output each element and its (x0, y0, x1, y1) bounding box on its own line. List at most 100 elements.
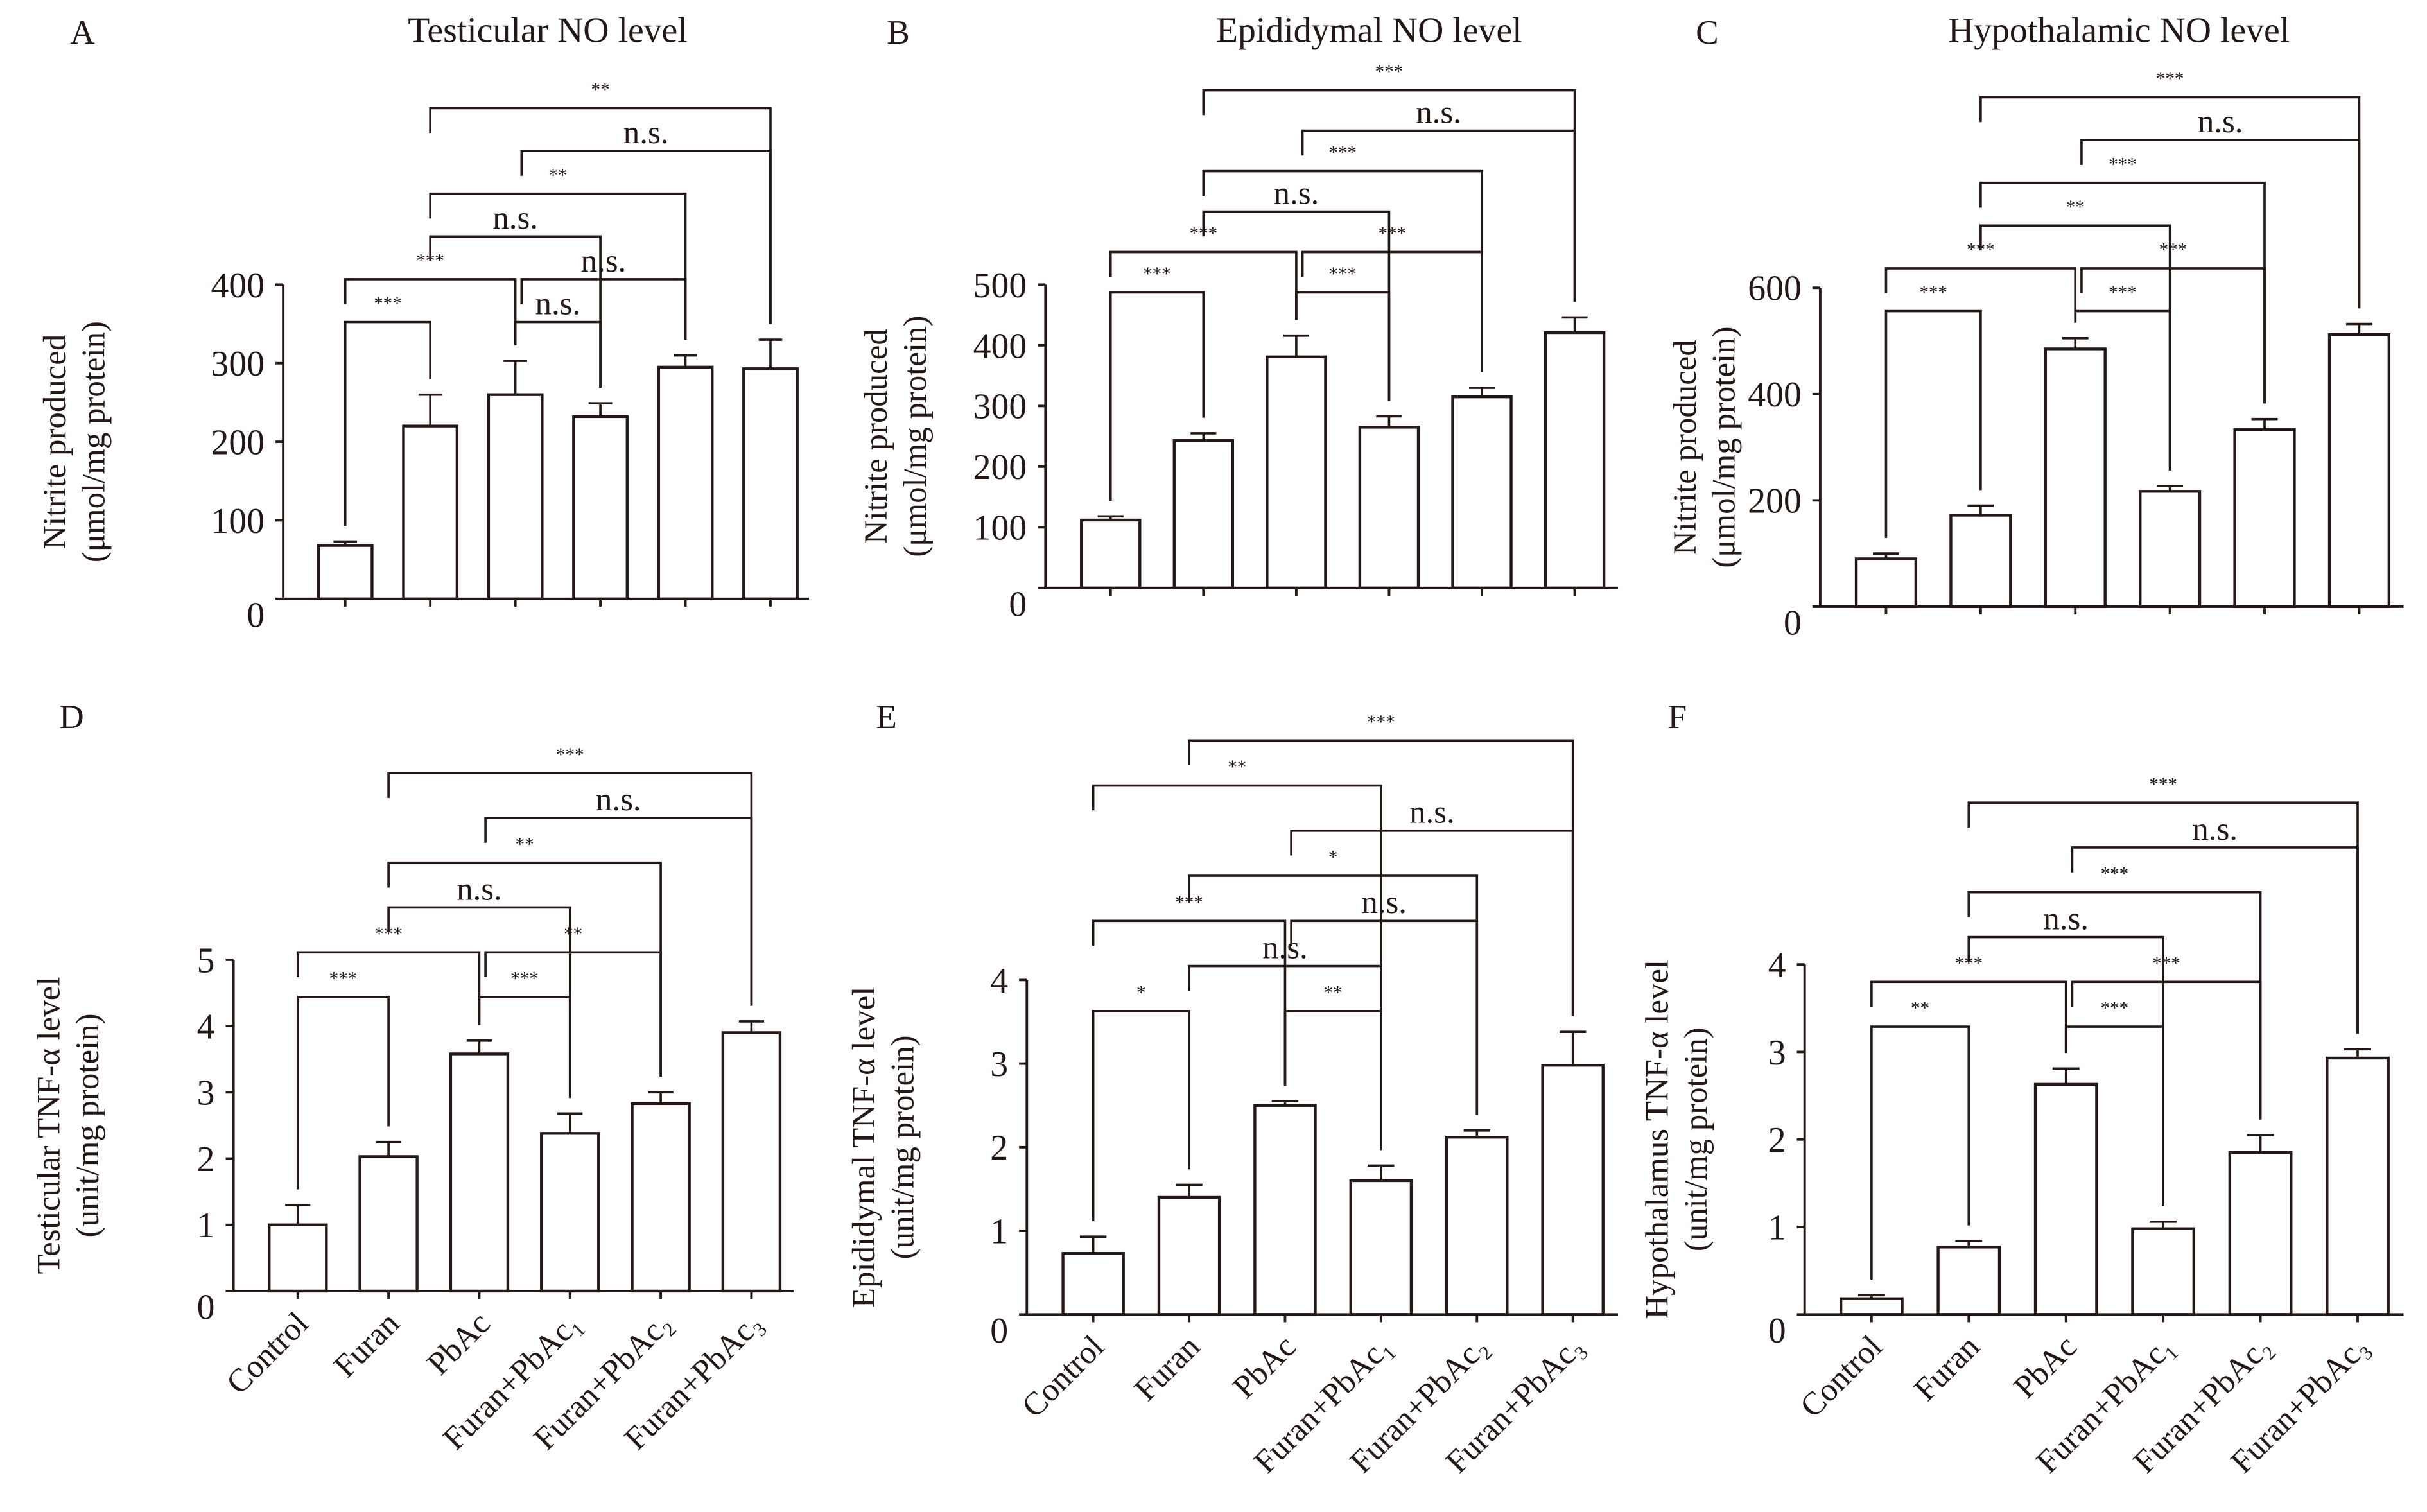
significance-label: *** (1379, 223, 1407, 244)
y-tick-label: 0 (1009, 584, 1027, 624)
panel-letter: D (59, 698, 84, 736)
y-tick-label: 0 (1784, 604, 1802, 643)
significance-label: n.s. (1409, 795, 1455, 831)
bar (1949, 514, 2012, 609)
significance-label: n.s. (1274, 175, 1319, 211)
y-tick-label: 1 (990, 1212, 1008, 1251)
significance-bracket (344, 320, 431, 526)
significance-bracket (1979, 224, 2171, 471)
significance-bracket (1884, 267, 2077, 323)
significance-label: *** (1919, 282, 1947, 303)
significance-bracket (429, 235, 602, 388)
significance-label: n.s. (1361, 885, 1407, 921)
significance-label: n.s. (457, 871, 502, 907)
x-tick-label: Control (1793, 1328, 1889, 1424)
y-axis-label: (μmol/mg protein) (898, 316, 934, 557)
significance-bracket (514, 320, 602, 388)
bar (1936, 1246, 2001, 1316)
bar (268, 1223, 328, 1293)
bar (317, 544, 374, 600)
significance-label: ** (1324, 982, 1343, 1003)
bar (2139, 490, 2202, 609)
significance-label: n.s. (596, 782, 641, 818)
significance-label: *** (2109, 282, 2137, 303)
y-tick-label: 3 (1768, 1033, 1786, 1073)
bar (2233, 428, 2296, 609)
bar (2228, 1151, 2293, 1316)
significance-label: ** (591, 80, 610, 100)
significance-bracket (1979, 181, 2266, 404)
bar (2044, 347, 2107, 609)
panel-a: A Testicular NO level Nitrite produced (μmo… (37, 10, 810, 635)
significance-bracket (1979, 96, 2361, 309)
significance-bracket (387, 772, 753, 1006)
significance-bracket (1092, 784, 1382, 1151)
y-axis-label: (unit/mg protein) (885, 1035, 921, 1259)
significance-label: n.s. (2043, 901, 2089, 937)
significance-bracket (429, 107, 772, 324)
significance-label: ** (548, 165, 567, 186)
significance-bracket (1109, 250, 1298, 320)
bar (742, 367, 799, 600)
y-axis-label: Nitrite produced (858, 329, 894, 544)
significance-label: ** (1911, 998, 1929, 1019)
bar (449, 1052, 510, 1293)
y-tick-label: 200 (1748, 482, 1802, 521)
bar (1451, 395, 1513, 590)
bar (572, 415, 629, 600)
significance-bracket (1290, 919, 1479, 1115)
significance-label: n.s. (2198, 104, 2243, 140)
panel-b: B Epididymal NO level Nitrite produced (μmo… (858, 10, 1618, 624)
bar (1839, 1297, 1904, 1316)
significance-label: *** (2156, 69, 2184, 89)
panel-letter: C (1696, 13, 1719, 51)
bar (1349, 1179, 1413, 1316)
panel-e: E Epididymal TNF-α level (unit/mg protein)… (846, 698, 1618, 1481)
significance-label: *** (2149, 774, 2177, 795)
significance-bracket (1109, 291, 1205, 501)
significance-bracket (296, 951, 481, 1025)
significance-bracket (1967, 891, 2262, 1120)
x-tick-label: PbAc (2007, 1328, 2084, 1405)
bar (2033, 1082, 2098, 1316)
significance-bracket (1202, 89, 1576, 302)
panel-letter: F (1667, 698, 1687, 736)
y-tick-label: 0 (990, 1311, 1008, 1351)
bar (1061, 1252, 1125, 1316)
significance-bracket (344, 278, 517, 345)
bar (1157, 1195, 1221, 1316)
y-axis-label: Nitrite produced (37, 335, 73, 550)
panel-d: D Testicular TNF-α level (unit/mg protein)… (31, 698, 794, 1457)
panel-f: F Hypothalamus TNF-α level (unit/mg protei… (1639, 698, 2404, 1481)
y-axis-label: Nitrite produced (1667, 340, 1703, 555)
y-tick-label: 0 (1768, 1311, 1786, 1351)
significance-bracket (1967, 935, 2164, 1206)
significance-label: *** (2109, 154, 2137, 175)
significance-label: n.s. (581, 243, 627, 279)
y-tick-label: 300 (211, 344, 265, 384)
significance-bracket (1202, 210, 1391, 401)
bar (1445, 1136, 1509, 1316)
panel-letter: A (70, 13, 95, 51)
chart-title: Hypothalamic NO level (1948, 10, 2290, 50)
significance-bracket (1967, 801, 2359, 1034)
y-tick-label: 400 (1748, 375, 1802, 415)
y-axis-label: Testicular TNF-α level (31, 977, 67, 1274)
significance-label: n.s. (535, 286, 581, 322)
bar (402, 424, 459, 600)
y-tick-label: 0 (247, 595, 265, 635)
significance-label: n.s. (2192, 812, 2238, 847)
y-axis-label: Epididymal TNF-α level (846, 987, 882, 1308)
y-tick-label: 3 (990, 1045, 1008, 1084)
significance-label: *** (1143, 264, 1171, 284)
y-tick-label: 100 (973, 508, 1027, 548)
significance-bracket (1870, 980, 2067, 1054)
chart-title: Epididymal NO level (1216, 10, 1522, 50)
bar (540, 1132, 600, 1293)
y-tick-label: 4 (990, 961, 1008, 1001)
y-axis-label: (μmol/mg protein) (76, 321, 112, 562)
significance-label: *** (510, 969, 539, 989)
y-tick-label: 200 (973, 448, 1027, 487)
significance-label: ** (1228, 757, 1246, 778)
significance-bracket (387, 906, 571, 1099)
